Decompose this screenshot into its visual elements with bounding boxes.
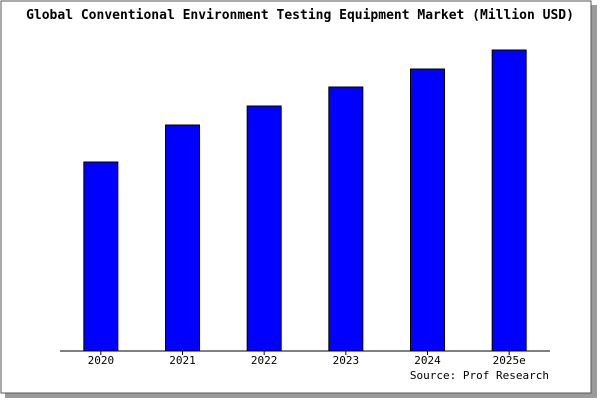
plot-area bbox=[60, 45, 550, 351]
x-tick-label: 2025e bbox=[493, 354, 526, 367]
plot-group: Global Conventional Environment Testing … bbox=[26, 8, 574, 382]
x-tick-label: 2024 bbox=[414, 354, 441, 367]
x-tick-label: 2022 bbox=[251, 354, 278, 367]
bar bbox=[491, 49, 527, 352]
x-tick-label: 2021 bbox=[169, 354, 196, 367]
bar bbox=[83, 161, 119, 352]
chart-title: Global Conventional Environment Testing … bbox=[26, 8, 574, 23]
x-tick-label: 2020 bbox=[88, 354, 115, 367]
bar bbox=[410, 68, 445, 352]
bar bbox=[246, 105, 282, 352]
source-note: Source: Prof Research bbox=[410, 369, 549, 382]
bar bbox=[328, 86, 364, 352]
x-tick-label: 2023 bbox=[333, 354, 360, 367]
bar bbox=[165, 124, 200, 352]
